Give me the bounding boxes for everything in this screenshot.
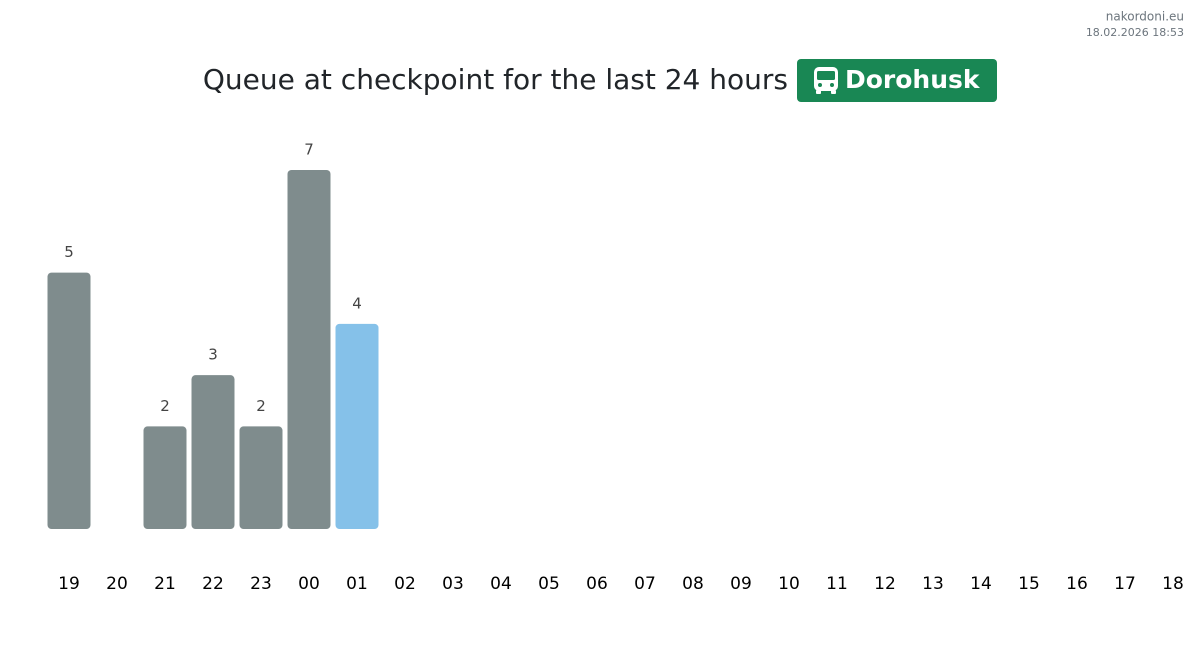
x-tick-label: 03 bbox=[442, 574, 464, 594]
x-tick-label: 23 bbox=[250, 574, 272, 594]
value-label: 4 bbox=[352, 294, 362, 312]
x-tick-label: 00 bbox=[298, 574, 320, 594]
x-tick-label: 22 bbox=[202, 574, 224, 594]
x-tick-label: 14 bbox=[970, 574, 992, 594]
x-tick-label: 21 bbox=[154, 574, 176, 594]
x-tick-label: 11 bbox=[826, 574, 848, 594]
x-tick-label: 02 bbox=[394, 574, 416, 594]
x-tick-label: 09 bbox=[730, 574, 752, 594]
checkpoint-name: Dorohusk bbox=[845, 65, 981, 94]
x-tick-label: 06 bbox=[586, 574, 608, 594]
bar bbox=[47, 272, 91, 529]
x-tick-label: 07 bbox=[634, 574, 656, 594]
x-tick-label: 20 bbox=[106, 574, 128, 594]
bar bbox=[239, 426, 283, 529]
value-label: 7 bbox=[304, 141, 314, 159]
x-tick-label: 13 bbox=[922, 574, 944, 594]
bar bbox=[287, 170, 331, 529]
value-label: 5 bbox=[64, 243, 74, 261]
chart-title: Queue at checkpoint for the last 24 hour… bbox=[203, 63, 788, 96]
bar bbox=[191, 375, 235, 529]
x-tick-label: 05 bbox=[538, 574, 560, 594]
site-name: nakordoni.eu bbox=[1106, 10, 1184, 24]
bar bbox=[335, 323, 379, 529]
checkpoint-badge bbox=[797, 59, 997, 102]
x-tick-label: 17 bbox=[1114, 574, 1136, 594]
value-label: 2 bbox=[256, 397, 266, 415]
x-tick-label: 16 bbox=[1066, 574, 1088, 594]
x-tick-label: 15 bbox=[1018, 574, 1040, 594]
x-tick-label: 19 bbox=[58, 574, 80, 594]
bus-icon bbox=[814, 67, 838, 94]
value-label: 3 bbox=[208, 346, 218, 364]
x-tick-label: 01 bbox=[346, 574, 368, 594]
x-tick-label: 18 bbox=[1162, 574, 1184, 594]
bar bbox=[143, 426, 187, 529]
x-tick-label: 04 bbox=[490, 574, 512, 594]
x-tick-label: 10 bbox=[778, 574, 800, 594]
x-tick-label: 08 bbox=[682, 574, 704, 594]
x-tick-label: 12 bbox=[874, 574, 896, 594]
value-label: 2 bbox=[160, 397, 170, 415]
timestamp: 18.02.2026 18:53 bbox=[1086, 26, 1184, 39]
